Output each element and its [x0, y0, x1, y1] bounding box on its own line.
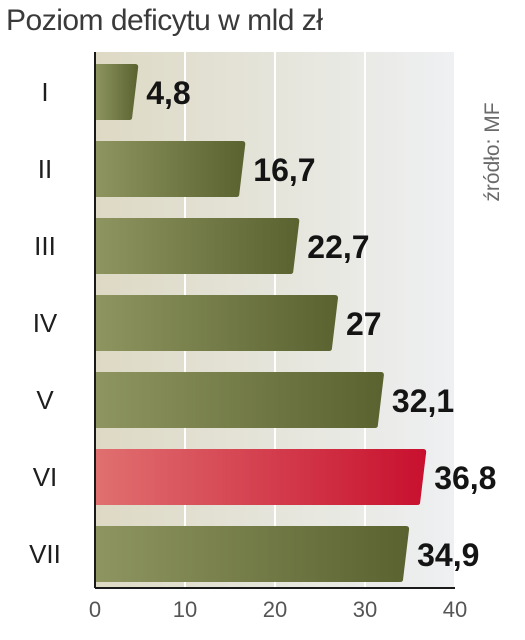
- category-label: IV: [33, 308, 58, 338]
- category-label: VI: [33, 462, 58, 492]
- bar-i: [95, 64, 139, 120]
- value-label: 34,9: [417, 537, 479, 573]
- x-tick-label: 0: [89, 597, 101, 622]
- bar-iv: [95, 295, 338, 351]
- bars: [95, 64, 427, 582]
- category-label: III: [34, 231, 56, 261]
- bar-iii: [95, 218, 300, 274]
- x-tick-label: 30: [353, 597, 377, 622]
- value-label: 32,1: [392, 383, 454, 419]
- x-tick-label: 10: [173, 597, 197, 622]
- value-label: 22,7: [307, 229, 369, 265]
- value-label: 4,8: [146, 75, 190, 111]
- value-label: 16,7: [253, 152, 315, 188]
- bar-ii: [95, 141, 246, 197]
- category-label: VII: [29, 539, 61, 569]
- bar-v: [95, 372, 384, 428]
- value-label: 36,8: [434, 460, 496, 496]
- bar-vi: [95, 449, 427, 505]
- bar-vii: [95, 526, 410, 582]
- category-label: V: [36, 385, 54, 415]
- labels: IIIIIIIVVVIVII4,816,722,72732,136,834,90…: [29, 75, 496, 622]
- category-label: I: [41, 77, 48, 107]
- axes: [94, 52, 455, 589]
- chart-title: Poziom deficytu w mld zł: [6, 4, 323, 37]
- x-tick-label: 40: [443, 597, 467, 622]
- x-tick-label: 20: [263, 597, 287, 622]
- category-label: II: [38, 154, 52, 184]
- value-label: 27: [346, 306, 382, 342]
